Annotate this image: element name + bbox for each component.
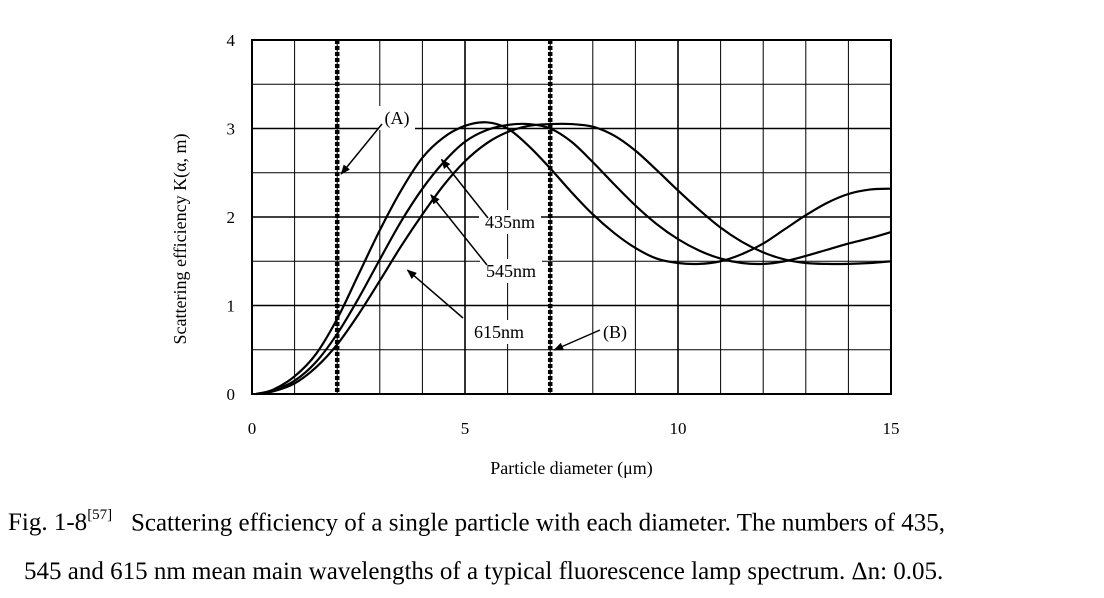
- plot-border: [251, 39, 892, 395]
- x-axis-title: Particle diameter (μm): [490, 458, 653, 479]
- series-label-background: [480, 259, 542, 283]
- reference-arrow: [553, 329, 601, 351]
- figure-reference: [57]: [87, 507, 113, 523]
- reference-label-background: [379, 106, 415, 130]
- caption-text-2: 545 and 615 nm mean main wavelengths of …: [24, 558, 944, 585]
- series-line-615nm: [256, 122, 892, 396]
- series-label-545nm: 545nm: [486, 261, 536, 281]
- series-label-background: [468, 320, 530, 344]
- figure-label: Fig. 1-8[57]: [8, 507, 113, 537]
- series-line-545nm: [256, 122, 892, 396]
- reference-label-background: [597, 320, 633, 344]
- series-arrow-435nm: [440, 158, 489, 219]
- y-tick-label: 0: [227, 385, 236, 404]
- reference-arrow: [340, 123, 383, 175]
- series-label-435nm: 435nm: [485, 212, 535, 232]
- x-tick-label: 0: [248, 419, 257, 438]
- caption-text-1: Scattering efficiency of a single partic…: [130, 509, 945, 537]
- series-line-435nm: [255, 121, 892, 396]
- x-tick-label: 10: [670, 419, 687, 438]
- grid: [252, 40, 891, 394]
- annotations: 435nm 545nm 615nm (A) (B): [340, 106, 633, 351]
- series-arrow-545nm: [430, 194, 488, 266]
- y-tick-label: 3: [227, 120, 236, 139]
- x-tick-label: 15: [883, 419, 900, 438]
- y-tick-label: 1: [227, 297, 236, 316]
- y-axis-title: Scattering efficiency K(α, m): [170, 133, 191, 344]
- caption-line-2: 545 and 615 nm mean main wavelengths of …: [24, 558, 943, 586]
- series-lines: [255, 121, 892, 396]
- y-tick-label: 2: [227, 208, 236, 227]
- tick-labels: 0 5 10 15 0 1 2 3 4: [227, 31, 900, 438]
- series-label-615nm: 615nm: [474, 322, 524, 342]
- series-label-background: [479, 210, 541, 234]
- reference-label: (B): [603, 322, 627, 343]
- series-arrow-615nm: [406, 269, 464, 319]
- y-tick-label: 4: [227, 31, 236, 50]
- x-tick-label: 5: [461, 419, 470, 438]
- caption-line-1: Fig. 1-8[57] Scattering efficiency of a …: [8, 507, 945, 537]
- reference-label: (A): [385, 108, 410, 129]
